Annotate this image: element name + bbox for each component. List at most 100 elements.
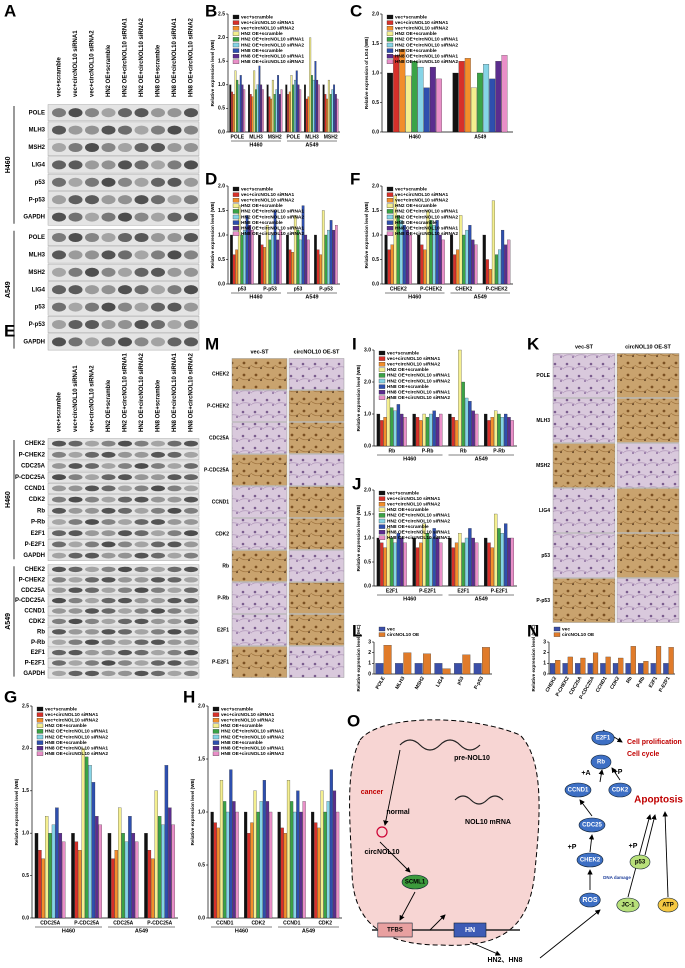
bar	[232, 254, 236, 285]
legend-swatch	[232, 214, 240, 220]
blot-band	[85, 608, 99, 614]
blot-band	[134, 618, 149, 625]
lane-label: HN8 OE+circNOL10 siRNA2	[189, 352, 195, 432]
blot-band	[118, 232, 132, 243]
blot-band	[118, 566, 132, 573]
blot-band	[85, 108, 99, 118]
protein-label: CDC25A	[21, 464, 46, 470]
blot-band	[184, 160, 198, 170]
lane-label: HN2 OE+circNOL10 siRNA2	[139, 17, 145, 97]
bar	[393, 55, 400, 133]
bar	[219, 780, 224, 919]
ihc-image	[231, 614, 288, 646]
protein-label: P-Rb	[31, 520, 45, 526]
group-label: A549	[302, 928, 315, 934]
y-tick-label: 0.0	[218, 129, 225, 135]
panel-letter: F	[350, 169, 360, 188]
blot-band	[101, 142, 116, 153]
protein-label: CCND1	[24, 609, 45, 615]
bar	[144, 833, 148, 919]
blot-strip	[47, 550, 200, 561]
bar	[625, 663, 631, 675]
blot-band	[184, 232, 198, 243]
bar	[403, 542, 407, 587]
node-label: Rb	[597, 760, 605, 766]
blot-band	[85, 541, 99, 548]
bar	[487, 420, 491, 447]
legend-swatch	[553, 626, 561, 632]
bar	[235, 811, 239, 919]
legend-swatch	[232, 14, 240, 20]
blot-band	[184, 337, 198, 347]
y-tick-label: 0.5	[372, 100, 379, 106]
legend-label: vec+circNOL10 siRNA2	[221, 717, 275, 723]
blot-band	[101, 629, 116, 635]
legend-label: vec+scramble	[221, 706, 253, 712]
bar	[380, 420, 384, 447]
bar	[283, 833, 287, 919]
node-label: TFBS	[387, 928, 403, 934]
x-tick-label: CCND1	[595, 675, 609, 693]
arrow	[429, 914, 446, 931]
legend-label: HN8 OE+circNOL10 siRNA2	[395, 59, 458, 65]
blot-band	[85, 519, 99, 525]
legend-swatch	[386, 48, 394, 53]
ihc-image	[616, 353, 680, 398]
legend-swatch	[378, 362, 386, 367]
protein-label: P-p53	[29, 197, 46, 203]
legend-label: HN8 OE+scramble	[241, 220, 283, 226]
y-tick-label: 2.0	[372, 183, 379, 189]
y-tick-label: 0.0	[198, 915, 205, 921]
legend-swatch	[386, 31, 394, 36]
lane-label: HN8 OE+circNOL10 siRNA1	[172, 352, 178, 432]
blot-band	[52, 319, 66, 330]
bar	[510, 537, 514, 587]
blot-band	[151, 250, 165, 260]
y-tick-label: 2.0	[218, 183, 225, 189]
legend-swatch	[36, 746, 44, 751]
blot-band	[101, 177, 116, 187]
legend-swatch	[232, 198, 240, 203]
blot-band	[118, 302, 132, 312]
legend-label: HN2 OE+circNOL10 siRNA1	[221, 729, 284, 735]
legend-swatch	[232, 209, 240, 214]
blot-band	[118, 541, 132, 548]
blot-band	[85, 670, 99, 677]
blot-band	[184, 519, 198, 525]
blot-band	[85, 639, 99, 645]
blot-band	[184, 250, 198, 260]
cell-line-label: A549	[5, 281, 12, 298]
bar	[216, 827, 220, 919]
ihc-image	[288, 358, 345, 390]
bar	[458, 61, 465, 133]
bar	[304, 234, 308, 285]
blot-band	[134, 530, 149, 537]
blot-band	[184, 195, 198, 205]
blot-band	[151, 302, 165, 312]
bar	[386, 528, 391, 587]
lane-label: HN8 OE+circNOL10 siRNA1	[172, 17, 178, 97]
blot-band	[151, 485, 165, 492]
blot-band	[101, 639, 116, 645]
lane-label: HN2 OE+scramble	[106, 44, 112, 97]
bar	[448, 537, 452, 587]
blot-band	[134, 108, 149, 118]
bar	[291, 252, 294, 285]
y-axis-label: Relative expression level (WB)	[210, 39, 215, 106]
y-tick-label: 2	[368, 650, 371, 656]
y-tick-label: 2.0	[364, 487, 371, 493]
blot-band	[85, 232, 99, 243]
blot-band	[184, 319, 198, 330]
row-label: LIG4	[539, 508, 550, 514]
bar	[111, 858, 115, 919]
legend-label: HN8 OE+scramble	[45, 740, 87, 746]
bar	[562, 663, 568, 675]
blot-band	[167, 142, 182, 153]
blot-band	[184, 485, 198, 492]
y-tick-label: 0.5	[218, 257, 225, 263]
bar	[464, 537, 469, 587]
bar	[470, 87, 477, 133]
blot-band	[134, 250, 149, 260]
protein-label: P-p53	[29, 322, 46, 328]
bar	[266, 84, 269, 133]
